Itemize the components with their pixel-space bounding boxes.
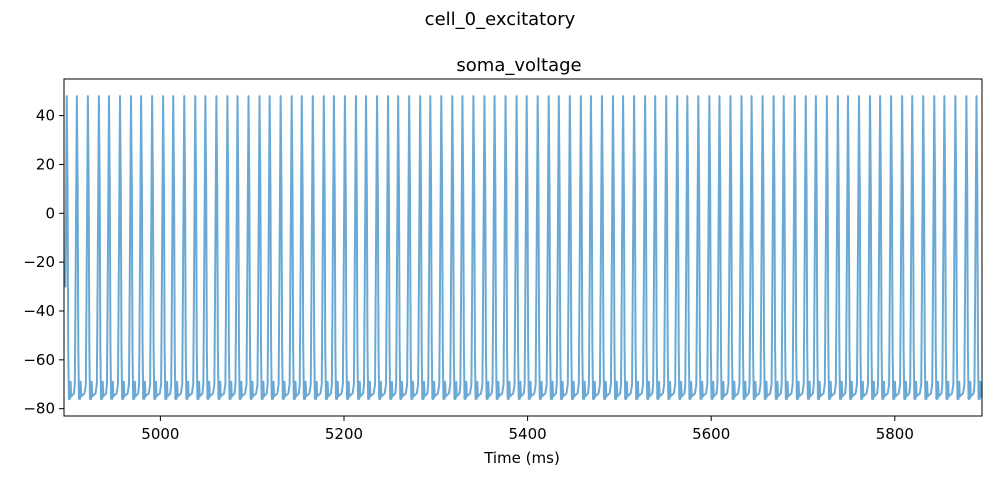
y-tick-label: −80 [23,400,55,418]
chart-title: soma_voltage [456,55,581,76]
series-line-soma_voltage [64,95,982,400]
x-tick-label: 5600 [692,425,730,443]
plot-area [63,78,983,417]
x-axis-label: Time (ms) [483,449,560,467]
y-tick-label: −60 [23,351,55,369]
x-tick-label: 5400 [508,425,546,443]
figure-suptitle: cell_0_excitatory [425,9,576,30]
x-axis-ticks: 5000 5200 5400 5600 5800 [141,416,914,443]
y-tick-label: 40 [36,107,55,125]
y-axis-ticks: −80 −60 −40 −20 0 20 40 [23,107,64,418]
x-tick-label: 5000 [141,425,179,443]
axes-frame [63,78,983,417]
x-tick-label: 5200 [325,425,363,443]
y-tick-label: −20 [23,253,55,271]
y-tick-label: −40 [23,302,55,320]
x-tick-label: 5800 [876,425,914,443]
y-tick-label: 0 [45,204,55,222]
y-tick-label: 20 [36,155,55,173]
